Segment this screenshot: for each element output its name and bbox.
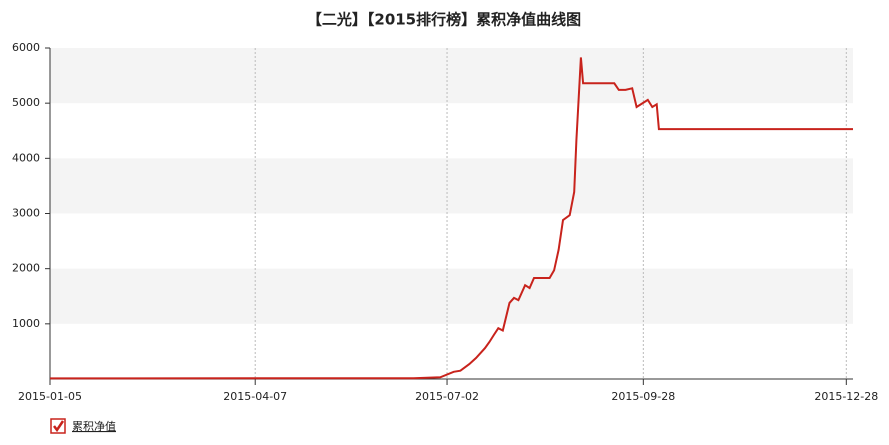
y-tick-label: 2000 [12, 262, 40, 275]
legend-check [53, 420, 65, 433]
x-tick-label: 2015-09-28 [611, 390, 675, 403]
grid-band [50, 268, 853, 324]
x-tick-label: 2015-07-02 [415, 390, 479, 403]
y-tick-label: 3000 [12, 207, 40, 220]
x-tick-label: 2015-01-05 [18, 390, 82, 403]
x-tick-label: 2015-04-07 [223, 390, 287, 403]
x-tick-label: 2015-12-28 [814, 390, 878, 403]
legend-label[interactable]: 累积净值 [72, 419, 116, 433]
grid-band [50, 158, 853, 214]
legend[interactable]: 累积净值 [50, 418, 116, 434]
y-tick-label: 5000 [12, 96, 40, 109]
y-tick-label: 4000 [12, 151, 40, 164]
grid-band [50, 48, 853, 104]
data-line [49, 57, 853, 380]
y-tick-label: 1000 [12, 317, 40, 330]
chart-title: 【二光】【2015排行榜】累积净值曲线图 [307, 11, 581, 29]
y-tick-label: 6000 [12, 41, 40, 54]
